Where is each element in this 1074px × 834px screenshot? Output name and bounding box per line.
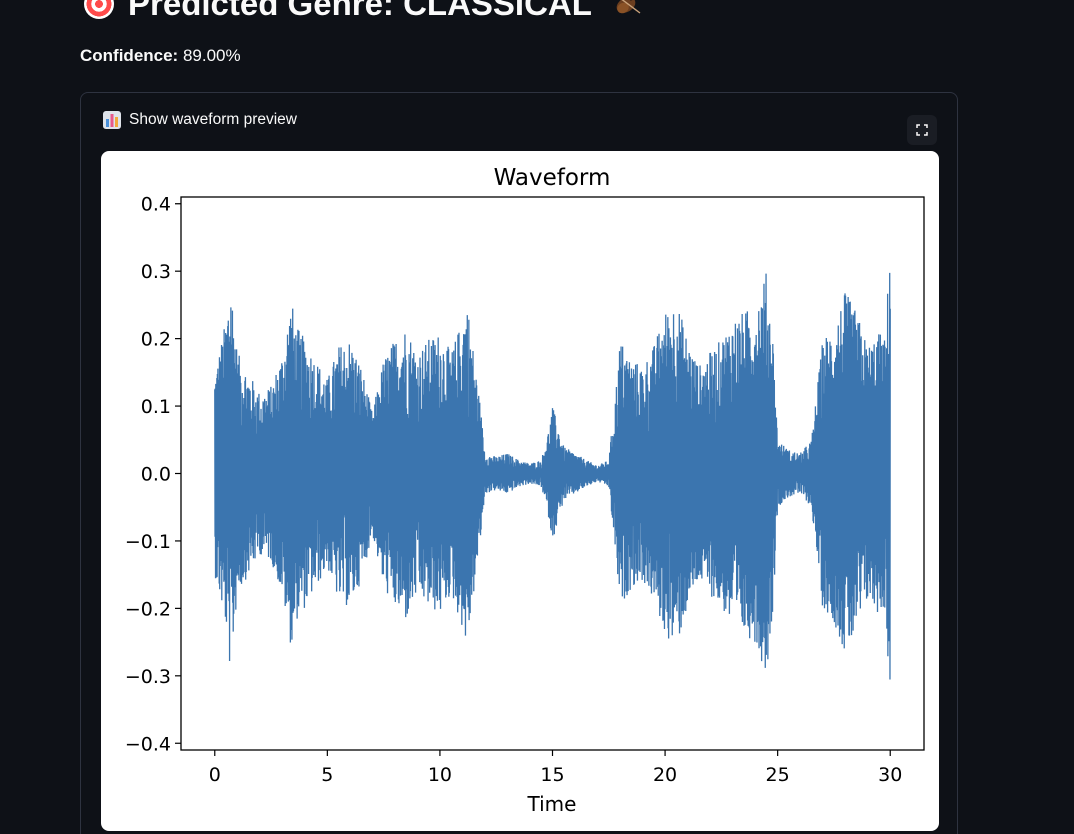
x-tick-label: 0 xyxy=(209,764,221,786)
confidence-readout: Confidence: 89.00% xyxy=(80,44,241,68)
y-tick-label: 0.0 xyxy=(141,464,171,486)
y-tick-label: −0.4 xyxy=(125,733,171,755)
confidence-label: Confidence: xyxy=(80,46,179,65)
x-axis-label: Time xyxy=(527,792,577,816)
waveform-expander-label: Show waveform preview xyxy=(129,111,297,128)
waveform-expander-toggle[interactable]: Show waveform preview xyxy=(103,111,297,129)
x-tick-label: 5 xyxy=(321,764,333,786)
y-tick-label: 0.1 xyxy=(141,396,171,418)
fullscreen-button[interactable] xyxy=(907,115,937,145)
x-tick-label: 20 xyxy=(653,764,677,786)
waveform-chart: Waveform 0 5 10 15 20 25 30 0.4 0.3 0.2 0.1 0.0 −0.… xyxy=(125,165,925,816)
y-tick-label: −0.1 xyxy=(125,531,171,553)
x-tick-label: 15 xyxy=(540,764,564,786)
y-tick-label: −0.2 xyxy=(125,598,171,620)
waveform-figure: Waveform 0 5 10 15 20 25 30 0.4 0.3 0.2 0.1 0.0 −0.… xyxy=(101,151,939,831)
chart-title: Waveform xyxy=(494,165,611,191)
bar-chart-icon xyxy=(103,111,121,129)
y-tick-label: 0.3 xyxy=(141,261,171,283)
violin-icon xyxy=(616,0,641,14)
x-axis: 0 5 10 15 20 25 30 xyxy=(209,750,902,786)
y-axis: 0.4 0.3 0.2 0.1 0.0 −0.1 −0.2 −0.3 −0.4 xyxy=(125,194,181,755)
x-tick-label: 30 xyxy=(878,764,902,786)
target-icon xyxy=(84,0,114,19)
confidence-value: 89.00% xyxy=(182,46,241,65)
x-tick-label: 10 xyxy=(428,764,452,786)
waveform-line xyxy=(214,272,891,680)
prediction-heading: Predicted Genre: CLASSICAL xyxy=(84,0,644,24)
waveform-series xyxy=(214,272,891,680)
x-tick-label: 25 xyxy=(766,764,790,786)
predicted-genre-title: Predicted Genre: CLASSICAL xyxy=(128,0,592,22)
y-tick-label: 0.2 xyxy=(141,329,171,351)
waveform-expander: Show waveform preview xyxy=(80,92,958,834)
y-tick-label: 0.4 xyxy=(141,194,171,216)
fullscreen-icon xyxy=(916,124,928,136)
y-tick-label: −0.3 xyxy=(125,666,171,688)
